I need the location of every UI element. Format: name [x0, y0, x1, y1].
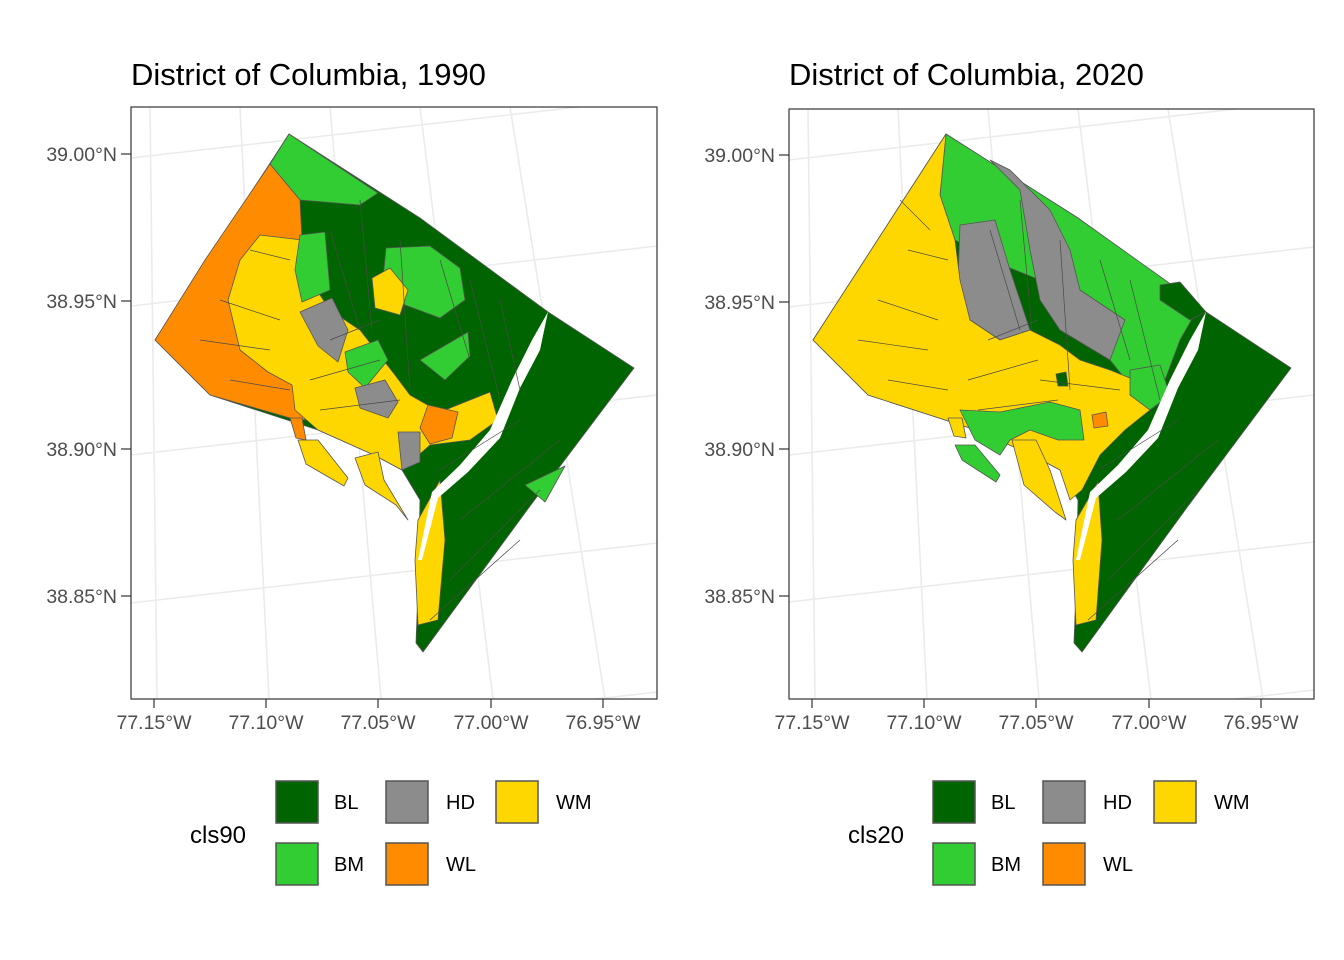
x-axis: 77.15°W 77.10°W 77.05°W 77.00°W 76.95°W: [774, 699, 1299, 734]
census-tracts: [812, 133, 1292, 653]
legend-swatch: [1042, 780, 1086, 824]
legend-label: WL: [1103, 854, 1133, 876]
legend: cls20 BL HD WM BM WL: [848, 780, 1250, 886]
tract-wm: [947, 417, 967, 439]
legend-swatch: [385, 842, 429, 886]
legend-swatch: [932, 780, 976, 824]
legend-label: BM: [991, 854, 1021, 876]
tract-bm: [959, 401, 1085, 456]
tract-bm: [294, 231, 331, 303]
x-tick-label: 77.00°W: [453, 712, 529, 734]
legend-label: WL: [446, 854, 476, 876]
x-tick-label: 76.95°W: [565, 712, 641, 734]
river-water: [1076, 312, 1206, 560]
map-title: District of Columbia, 1990: [131, 57, 486, 92]
map-panel-1990: District of Columbia, 1990: [46, 57, 658, 886]
x-tick-label: 76.95°W: [1223, 712, 1299, 734]
tract-hd: [397, 431, 421, 471]
tract-bl: [1055, 371, 1069, 387]
legend-label: WM: [556, 792, 592, 814]
y-tick-label: 38.85°N: [704, 586, 775, 608]
tract-wm: [354, 451, 409, 521]
legend-swatch: [275, 780, 319, 824]
legend-swatch: [495, 780, 539, 824]
panel-border: [130, 106, 658, 700]
legend-swatch: [1153, 780, 1197, 824]
y-tick-label: 38.95°N: [46, 291, 117, 313]
tract-wl: [289, 417, 307, 441]
tract-bm: [419, 331, 471, 381]
x-tick-label: 77.05°W: [340, 712, 416, 734]
legend-label: HD: [1103, 792, 1132, 814]
y-axis: 39.00°N 38.95°N 38.90°N 38.85°N: [46, 144, 131, 608]
tract-wm: [297, 439, 349, 487]
y-tick-label: 39.00°N: [46, 144, 117, 166]
tract-wl: [419, 404, 459, 445]
tract-boundaries: [199, 199, 561, 621]
tract-bm: [269, 133, 379, 206]
x-tick-label: 77.10°W: [228, 712, 304, 734]
x-tick-label: 77.00°W: [1111, 712, 1187, 734]
x-tick-label: 77.15°W: [116, 712, 192, 734]
panel-border: [788, 108, 1315, 700]
tract-hd: [299, 297, 349, 363]
y-axis: 39.00°N 38.95°N 38.90°N 38.85°N: [704, 145, 789, 608]
map-panel-2020: District of Columbia, 2020: [704, 57, 1315, 886]
legend-swatch: [275, 842, 319, 886]
y-tick-label: 38.85°N: [46, 586, 117, 608]
x-tick-label: 77.15°W: [774, 712, 850, 734]
legend-label: WM: [1214, 792, 1250, 814]
tract-bm: [954, 444, 1001, 483]
legend-label: BL: [991, 792, 1015, 814]
x-tick-label: 77.05°W: [998, 712, 1074, 734]
legend-label: BM: [334, 854, 364, 876]
tract-wl: [1091, 411, 1109, 429]
y-tick-label: 39.00°N: [704, 145, 775, 167]
y-tick-label: 38.90°N: [704, 439, 775, 461]
tract-wm: [1072, 481, 1103, 626]
tract-bm: [524, 465, 566, 503]
legend-swatch: [932, 842, 976, 886]
y-tick-label: 38.95°N: [704, 292, 775, 314]
y-tick-label: 38.90°N: [46, 439, 117, 461]
legend-label: BL: [334, 792, 358, 814]
tract-wm: [1011, 439, 1067, 521]
river-water: [418, 312, 548, 560]
x-tick-label: 77.10°W: [886, 712, 962, 734]
tract-hd: [989, 159, 1126, 361]
legend-label: HD: [446, 792, 475, 814]
legend-swatch: [385, 780, 429, 824]
legend-swatch: [1042, 842, 1086, 886]
tract-wm: [414, 479, 446, 626]
map-title: District of Columbia, 2020: [789, 57, 1144, 92]
tract-boundaries: [857, 199, 1219, 621]
tract-hd: [354, 379, 399, 419]
legend-title: cls90: [190, 822, 246, 849]
x-axis: 77.15°W 77.10°W 77.05°W 77.00°W 76.95°W: [116, 699, 641, 734]
legend-title: cls20: [848, 822, 904, 849]
census-tracts: [154, 133, 635, 653]
tract-bl: [1159, 281, 1207, 321]
legend: cls90 BL HD WM BM WL: [190, 780, 592, 886]
